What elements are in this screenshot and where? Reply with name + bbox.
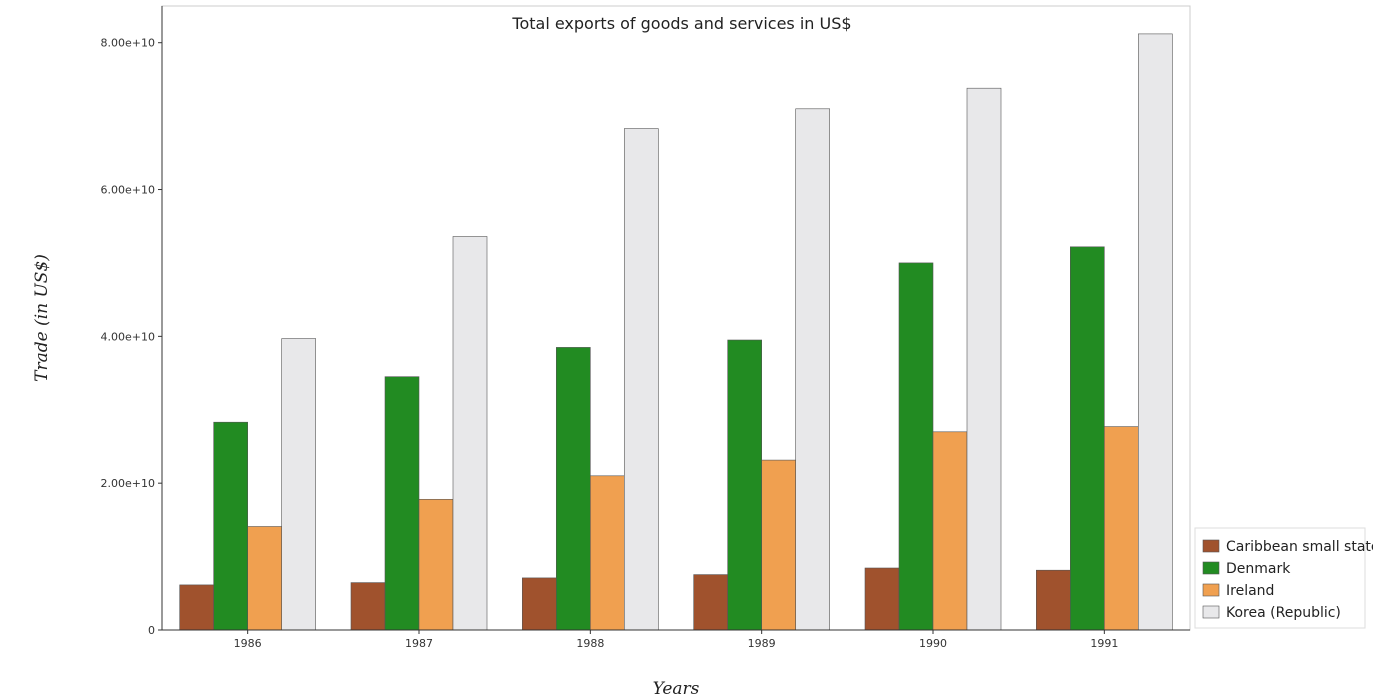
x-tick-label: 1990 xyxy=(919,637,947,650)
legend: Caribbean small states Denmark Ireland Kore… xyxy=(1194,527,1373,629)
bar-korea-republic--1987 xyxy=(452,236,488,631)
bar-ireland-1989 xyxy=(761,459,797,631)
legend-frame xyxy=(1194,527,1366,629)
bars-layer xyxy=(179,33,1173,631)
plot-area: 02.00e+104.00e+106.00e+108.00e+10 1986 19… xyxy=(101,5,1191,650)
bar-caribbean-small-states-1990 xyxy=(864,567,900,631)
x-axis-label: Years xyxy=(653,679,700,699)
bar-caribbean-small-states-1987 xyxy=(350,582,386,631)
bar-ireland-1990 xyxy=(932,431,968,631)
bar-ireland-1991 xyxy=(1104,426,1139,631)
legend-swatch xyxy=(1202,539,1220,553)
x-tick-label: 1986 xyxy=(234,637,262,650)
y-tick-label: 2.00e+10 xyxy=(101,477,155,490)
bar-korea-republic--1990 xyxy=(966,87,1002,631)
y-axis-label: Trade (in US$) xyxy=(32,254,52,382)
bar-caribbean-small-states-1988 xyxy=(521,577,557,631)
bar-denmark-1987 xyxy=(384,376,420,631)
bar-korea-republic--1986 xyxy=(281,338,317,631)
legend-label: Denmark xyxy=(1226,561,1291,577)
bar-caribbean-small-states-1991 xyxy=(1036,569,1071,631)
x-tick-label: 1991 xyxy=(1090,637,1118,650)
legend-swatch xyxy=(1202,561,1220,575)
y-tick-label: 4.00e+10 xyxy=(101,330,155,343)
legend-swatch xyxy=(1202,583,1220,597)
y-tick-label: 6.00e+10 xyxy=(101,184,155,197)
x-tick-label: 1987 xyxy=(405,637,433,650)
y-tick-label: 0 xyxy=(148,624,155,637)
y-tick-label: 8.00e+10 xyxy=(101,37,155,50)
bar-korea-republic--1989 xyxy=(795,108,831,631)
legend-label: Caribbean small states xyxy=(1226,539,1373,555)
legend-label: Ireland xyxy=(1226,583,1274,599)
x-tick-label: 1988 xyxy=(576,637,604,650)
x-axis: 1986 1987 1988 1989 1990 1991 xyxy=(162,629,1190,650)
legend-label: Korea (Republic) xyxy=(1226,605,1341,621)
bar-caribbean-small-states-1989 xyxy=(693,574,729,631)
bar-korea-republic--1988 xyxy=(623,128,659,631)
legend-swatch xyxy=(1202,605,1220,619)
x-tick-label: 1989 xyxy=(748,637,776,650)
y-axis: 0 2.00e+10 4.00e+10 6.00e+10 8.00e+10 xyxy=(101,6,163,637)
bar-denmark-1986 xyxy=(213,421,248,631)
chart-title: Total exports of goods and services in U… xyxy=(511,14,851,33)
bar-denmark-1991 xyxy=(1070,246,1105,631)
bar-denmark-1990 xyxy=(898,262,934,631)
bar-ireland-1988 xyxy=(589,475,625,631)
bar-korea-republic--1991 xyxy=(1138,33,1173,631)
bar-denmark-1989 xyxy=(727,339,763,631)
bar-denmark-1988 xyxy=(555,347,591,631)
bar-ireland-1987 xyxy=(418,498,454,631)
bar-ireland-1986 xyxy=(247,526,282,631)
bar-caribbean-small-states-1986 xyxy=(179,584,214,631)
